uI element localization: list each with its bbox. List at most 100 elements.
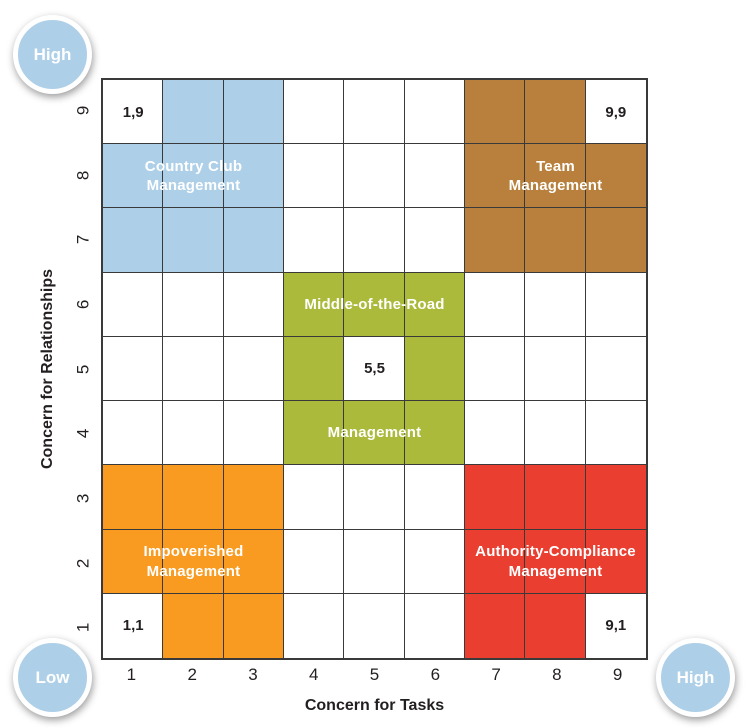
- grid-cell-7-4: [464, 401, 526, 466]
- low-marker-label: Low: [35, 667, 70, 687]
- grid-cell-2-1: [163, 593, 224, 658]
- grid-cell-9-3: [585, 465, 646, 530]
- x-axis-title: Concern for Tasks: [304, 697, 445, 714]
- y-tick-8: 8: [73, 170, 93, 180]
- grid-area: Country Club Management Team Management Midd…: [101, 78, 648, 660]
- grid-cell-1-8: [103, 144, 164, 209]
- grid-cell-3-8: [223, 144, 284, 209]
- grid-cell-9-7: [585, 208, 646, 273]
- grid-cell-8-9: [525, 80, 586, 145]
- grid-cell-9-4: [585, 401, 646, 466]
- grid-cell-6-6: [404, 272, 465, 337]
- grid-cell-8-7: [525, 208, 586, 273]
- grid-cell-7-8: [464, 144, 526, 209]
- grid-cell-3-3: [223, 465, 284, 530]
- low-marker-bottom-left: Low: [13, 638, 92, 717]
- grid-cell-2-6: [163, 272, 224, 337]
- grid-cell-4-3: [283, 465, 345, 530]
- grid-cell-3-6: [223, 272, 284, 337]
- high-marker-label: High: [676, 667, 715, 687]
- grid-cell-7-2: [464, 529, 526, 594]
- grid-cell-3-2: [223, 529, 284, 594]
- grid-cell-6-1: [404, 593, 465, 658]
- grid-cell-6-7: [404, 208, 465, 273]
- grid-cell-2-3: [163, 465, 224, 530]
- grid-cell-4-2: [283, 529, 345, 594]
- grid-cell-1-2: [103, 529, 164, 594]
- grid-cell-5-3: [344, 465, 405, 530]
- x-tick-9: 9: [612, 665, 623, 684]
- x-tick-5: 5: [369, 665, 380, 684]
- grid-cell-6-9: [404, 80, 465, 145]
- grid-cell-1-1: [103, 593, 164, 658]
- x-tick-4: 4: [309, 665, 319, 684]
- grid-cell-4-8: [283, 144, 345, 209]
- grid-cell-7-7: [464, 208, 526, 273]
- x-tick-6: 6: [430, 665, 441, 684]
- grid-cell-8-1: [525, 593, 586, 658]
- grid-cell-4-6: [283, 272, 345, 337]
- grid-cell-8-5: [525, 336, 586, 402]
- grid-cell-7-3: [464, 465, 526, 530]
- grid-cell-1-3: [103, 465, 164, 530]
- grid-cell-3-9: [223, 80, 284, 145]
- grid-cell-2-2: [163, 529, 224, 594]
- grid-cell-4-5: [283, 336, 345, 402]
- y-tick-2: 2: [73, 558, 93, 568]
- managerial-grid: [103, 80, 646, 658]
- grid-cell-7-6: [464, 272, 526, 337]
- high-marker-top-left: High: [13, 15, 92, 94]
- grid-cell-6-5: [404, 336, 465, 402]
- y-tick-7: 7: [73, 234, 93, 245]
- grid-cell-2-8: [163, 144, 224, 209]
- x-axis-ticks: 1 2 3 4 5 6 7 8 9: [101, 662, 648, 688]
- x-tick-7: 7: [491, 665, 501, 684]
- high-marker-label: High: [33, 44, 72, 64]
- grid-cell-2-4: [163, 401, 224, 466]
- grid-cell-8-3: [525, 465, 586, 530]
- grid-cell-3-1: [223, 593, 284, 658]
- grid-cell-1-7: [103, 208, 164, 273]
- grid-cell-2-7: [163, 208, 224, 273]
- grid-cell-9-6: [585, 272, 646, 337]
- grid-cell-9-5: [585, 336, 646, 402]
- y-tick-5: 5: [73, 364, 93, 374]
- grid-cell-4-4: [283, 401, 345, 466]
- grid-cell-5-8: [344, 144, 405, 209]
- grid-cell-7-1: [464, 593, 526, 658]
- grid-cell-9-8: [585, 144, 646, 209]
- grid-cell-6-3: [404, 465, 465, 530]
- y-tick-6: 6: [73, 299, 93, 310]
- grid-cell-4-9: [283, 80, 345, 145]
- x-tick-1: 1: [126, 665, 137, 684]
- grid-cell-1-4: [103, 401, 164, 466]
- grid-cell-5-6: [344, 272, 405, 337]
- grid-cell-3-4: [223, 401, 284, 466]
- grid-cell-5-2: [344, 529, 405, 594]
- grid-cell-5-9: [344, 80, 405, 145]
- x-tick-2: 2: [187, 665, 197, 684]
- grid-cell-9-2: [585, 529, 646, 594]
- grid-cell-8-4: [525, 401, 586, 466]
- grid-cell-7-9: [464, 80, 526, 145]
- grid-cell-1-6: [103, 272, 164, 337]
- grid-cell-5-5: [344, 336, 405, 402]
- grid-cell-3-5: [223, 336, 284, 402]
- x-tick-8: 8: [552, 665, 562, 684]
- grid-cell-9-1: [585, 593, 646, 658]
- grid-cell-3-7: [223, 208, 284, 273]
- grid-cell-7-5: [464, 336, 526, 402]
- grid-cell-2-5: [163, 336, 224, 402]
- grid-cell-1-9: [103, 80, 164, 145]
- grid-cell-5-1: [344, 593, 405, 658]
- grid-cell-4-1: [283, 593, 345, 658]
- grid-cell-8-2: [525, 529, 586, 594]
- high-marker-bottom-right: High: [656, 638, 735, 717]
- y-tick-4: 4: [73, 428, 93, 439]
- y-axis-ticks: 9 8 7 6 5 4 3 2 1: [70, 78, 98, 660]
- x-tick-3: 3: [248, 665, 258, 684]
- grid-cell-6-4: [404, 401, 465, 466]
- grid-cell-8-8: [525, 144, 586, 209]
- y-tick-3: 3: [73, 493, 93, 504]
